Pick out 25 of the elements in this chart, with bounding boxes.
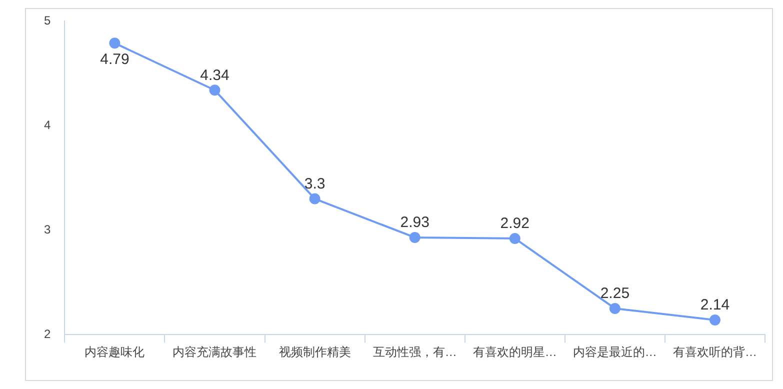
data-label: 2.93: [400, 214, 430, 232]
x-tick-label: 内容充满故事性: [172, 345, 257, 360]
point: [609, 302, 620, 314]
point: [209, 84, 220, 96]
y-tick-label: 3: [44, 222, 51, 236]
x-tick-label: 有喜欢的明星…: [472, 345, 557, 360]
data-label: 3.3: [304, 175, 326, 192]
data-label: 2.14: [700, 296, 730, 314]
data-label: 2.25: [600, 285, 630, 302]
point: [709, 314, 720, 326]
y-tick-label: 2: [44, 326, 51, 341]
point: [109, 38, 120, 49]
y-tick-label: 5: [44, 14, 51, 28]
point: [409, 232, 420, 243]
x-tick-label: 互动性强，有…: [372, 345, 457, 360]
x-tick-label: 内容趣味化: [84, 345, 145, 360]
data-label: 4.34: [200, 66, 230, 84]
x-tick-label: 视频制作精美: [278, 345, 351, 360]
x-tick-label: 内容是最近的…: [572, 345, 657, 360]
x-tick-label: 有喜欢听的背…: [672, 345, 757, 360]
y-tick-label: 4: [44, 118, 51, 132]
data-label: 4.79: [100, 50, 130, 68]
data-label: 2.92: [500, 215, 530, 232]
point: [509, 232, 520, 244]
point: [309, 193, 320, 204]
